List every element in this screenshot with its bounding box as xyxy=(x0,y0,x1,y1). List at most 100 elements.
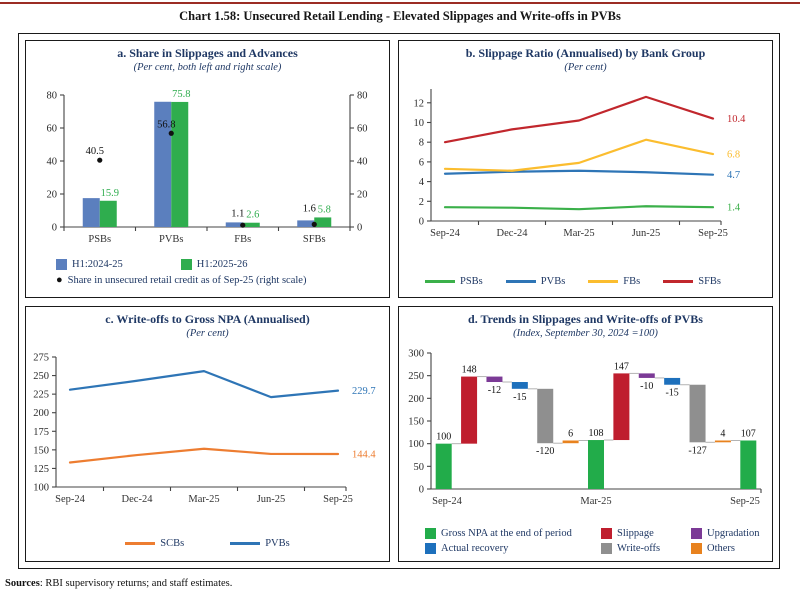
bar-FBs-h1-2024-25 xyxy=(225,222,243,227)
legend-item-blue: Actual recovery xyxy=(425,543,597,554)
legend-label: PVBs xyxy=(540,276,566,287)
panel-c-legend: SCBs PVBs xyxy=(26,538,389,549)
legend-item-dot-share: ● Share in unsecured retail credit as of… xyxy=(56,275,306,287)
panel-c-chart: 100 125 150 175 200 225 250 275 Sep-24 Dec-24 Mar-… xyxy=(33,353,376,506)
wf-bar-gross-npa-sep24 xyxy=(435,443,452,489)
end-label-SCBs: 144.4 xyxy=(352,450,376,461)
legend-line-swatch xyxy=(505,280,536,283)
x-label-Dec-24: Dec-24 xyxy=(497,228,529,239)
legend-swatch xyxy=(56,259,67,270)
legend-swatch xyxy=(425,543,436,554)
wf-label-write-offs-1: -120 xyxy=(536,446,554,457)
x-label-Mar-25: Mar-25 xyxy=(563,228,594,239)
legend-swatch xyxy=(180,259,192,270)
dot-label-PVBs: 56.8 xyxy=(157,119,175,130)
legend-item-purple: Upgradation xyxy=(691,528,760,539)
panel-b-subtitle: (Per cent) xyxy=(564,62,607,73)
y-tick: 100 xyxy=(408,439,424,450)
wf-bar-others-1 xyxy=(562,440,579,444)
wf-bar-gross-npa-mar25 xyxy=(588,440,604,489)
x-label-Dec-24: Dec-24 xyxy=(122,494,154,505)
legend-label: SCBs xyxy=(160,538,185,549)
dot-SFBs xyxy=(311,221,317,227)
bar-label-PSBs: 15.9 xyxy=(101,188,119,199)
bar-SFBs-h1-2024-25 xyxy=(297,220,315,227)
panel-a-legend: H1:2024-25 H1:2025-26 ● Share in unsecure… xyxy=(56,259,306,286)
wf-bar-recovery-2 xyxy=(664,377,681,385)
legend-label: Others xyxy=(707,543,735,554)
legend-label: PVBs xyxy=(265,538,290,549)
panel-c-title: c. Write-offs to Gross NPA (Annualised) xyxy=(105,312,310,326)
sources-label: Sources xyxy=(5,578,40,589)
end-label-PVBs: 229.7 xyxy=(352,386,376,397)
bar-PVBs-h1-2025-26 xyxy=(171,101,189,227)
legend-item-SCBs: SCBs xyxy=(125,538,184,549)
top-accent-rule xyxy=(0,2,800,4)
legend-item-PSBs: PSBs xyxy=(425,276,483,287)
bar-label-PVBs: 75.8 xyxy=(172,89,190,100)
wf-label-others-1: 6 xyxy=(568,428,573,439)
y-tick: 100 xyxy=(33,483,49,494)
wf-label-upgradation-2: -10 xyxy=(640,381,653,392)
figure-frame: a. Share in Slippages and Advances (Per … xyxy=(18,33,780,569)
bar-FBs-h1-2025-26 xyxy=(242,222,260,227)
legend-item-red: Slippage xyxy=(601,528,687,539)
bar-SFBs-h1-2025-26 xyxy=(314,217,332,227)
legend-label: H1:2024-25 xyxy=(72,259,123,270)
x-label-PSBs: PSBs xyxy=(88,234,111,245)
y-tick: 150 xyxy=(408,417,424,428)
line-SCBs xyxy=(68,447,340,464)
panel-a-title: a. Share in Slippages and Advances xyxy=(117,46,298,60)
legend-swatch xyxy=(601,528,612,539)
y-tick: 2 xyxy=(419,197,424,208)
legend-line-swatch xyxy=(663,280,694,283)
end-label-PSBs: 1.4 xyxy=(727,203,741,214)
y-tick: 12 xyxy=(414,98,425,109)
x-label-SFBs: SFBs xyxy=(303,234,326,245)
x-label-Sep-25: Sep-25 xyxy=(730,496,760,507)
legend-swatch xyxy=(425,528,436,539)
end-label-SFBs: 10.4 xyxy=(727,114,746,125)
line-PVBs xyxy=(443,169,715,176)
x-label-PVBs: PVBs xyxy=(159,234,184,245)
y-tick: 250 xyxy=(408,371,424,382)
panel-b-title: b. Slippage Ratio (Annualised) by Bank G… xyxy=(465,46,706,60)
end-label-PVBs: 4.7 xyxy=(727,170,740,181)
legend-swatch xyxy=(691,528,702,539)
panel-d-subtitle: (Index, September 30, 2024 =100) xyxy=(513,328,658,339)
y-tick: 0 xyxy=(419,485,424,496)
y-tick-right: 20 xyxy=(357,190,368,201)
panel-b-legend: PSBs PVBs FBs SFBs xyxy=(425,276,721,287)
y-tick-right: 40 xyxy=(357,157,368,168)
legend-line-swatch xyxy=(588,280,619,283)
wf-label-gross-npa-sep25: 107 xyxy=(741,428,756,439)
wf-bar-recovery-1 xyxy=(511,382,528,389)
wf-bar-upgradation-1 xyxy=(486,376,503,383)
y-tick: 200 xyxy=(408,394,424,405)
sources-text: : RBI supervisory returns; and staff est… xyxy=(39,578,233,589)
wf-bar-slippage-1 xyxy=(461,376,478,444)
y-tick-right: 80 xyxy=(357,91,368,102)
dot-PVBs xyxy=(168,130,174,136)
y-tick: 275 xyxy=(33,353,49,364)
panel-d-legend: Gross NPA at the end of period Slippage Up… xyxy=(425,528,760,554)
wf-bar-write-offs-1 xyxy=(537,388,554,444)
dot-label-FBs: 1.1 xyxy=(231,208,244,219)
sources-note: Sources: RBI supervisory returns; and st… xyxy=(5,578,232,589)
y-tick: 300 xyxy=(408,349,424,360)
legend-swatch xyxy=(691,543,702,554)
panel-d-title: d. Trends in Slippages and Write-offs of… xyxy=(468,312,703,326)
legend-label: H1:2025-26 xyxy=(196,259,248,270)
legend-item-orange: Others xyxy=(691,543,760,554)
legend-label: PSBs xyxy=(460,276,483,287)
legend-item-H1:2025-26: H1:2025-26 xyxy=(180,259,248,270)
x-label-Sep-24: Sep-24 xyxy=(432,496,462,507)
wf-label-recovery-1: -15 xyxy=(513,392,526,403)
x-label-Mar-25: Mar-25 xyxy=(188,494,219,505)
legend-label: Write-offs xyxy=(617,543,661,554)
y-tick: 10 xyxy=(414,118,425,129)
dot-label-PSBs: 40.5 xyxy=(86,146,104,157)
x-label-Sep-25: Sep-25 xyxy=(698,228,728,239)
panel-a-share-slippages-advances: a. Share in Slippages and Advances (Per … xyxy=(25,40,390,298)
dot-FBs xyxy=(240,222,246,228)
